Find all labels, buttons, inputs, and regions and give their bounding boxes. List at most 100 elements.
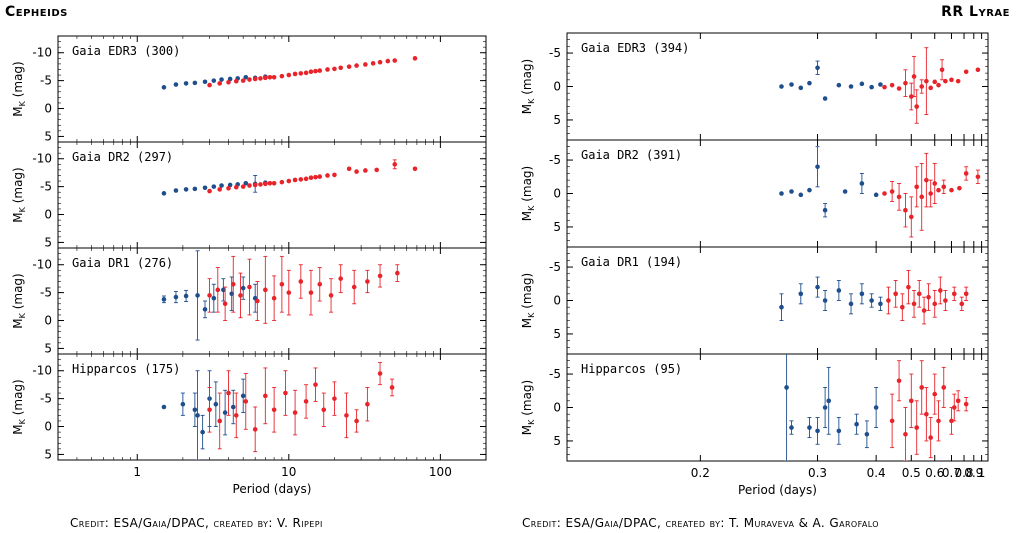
x-tick-label: 1 (133, 465, 141, 479)
red-data-point (321, 407, 327, 413)
red-data-point (932, 391, 938, 397)
blue-data-point (789, 189, 794, 194)
blue-data-point (878, 82, 883, 87)
red-data-point (258, 182, 263, 187)
blue-data-point (815, 164, 820, 170)
blue-data-point (183, 187, 189, 192)
blue-data-point (173, 82, 179, 87)
red-data-point (207, 407, 212, 413)
y-tick-label: -10 (32, 46, 52, 60)
red-data-point (914, 184, 920, 190)
blue-data-point (848, 84, 854, 89)
blue-data-point (836, 428, 842, 434)
red-data-point (392, 58, 398, 63)
blue-data-point (859, 81, 865, 87)
red-data-point (975, 67, 981, 73)
red-data-point (298, 177, 304, 182)
red-data-point (363, 62, 368, 67)
red-data-point (328, 293, 334, 298)
red-data-point (255, 298, 260, 304)
y-tick-label: -5 (40, 180, 52, 194)
blue-data-point (798, 291, 804, 297)
blue-data-point (798, 85, 804, 91)
blue-data-point (848, 301, 854, 307)
red-data-point (906, 284, 911, 290)
blue-data-point (213, 401, 219, 407)
cepheids-chart: -10 -5 0 5 MK (mag) Gaia EDR3 (300) -10 -5 0 5 MK … (11, 35, 487, 496)
x-tick-label: 0.2 (691, 466, 710, 480)
blue-data-point (842, 189, 848, 194)
blue-data-point (815, 428, 820, 434)
y-axis-label: MK (mag) (11, 379, 27, 434)
red-data-point (247, 77, 252, 82)
y-tick-label: 0 (44, 102, 52, 116)
red-data-point (303, 176, 309, 182)
blue-data-point (789, 82, 794, 87)
red-data-point (924, 411, 929, 417)
red-data-point (308, 69, 314, 75)
red-data-point (271, 407, 277, 413)
blue-data-point (240, 393, 246, 399)
red-data-point (308, 290, 314, 295)
red-data-point (941, 184, 947, 190)
panel-4: -5 0 5 MK (mag) Hipparcos (95) (520, 353, 989, 462)
red-data-point (247, 183, 252, 188)
red-data-point (271, 180, 277, 186)
y-tick-label: 0 (44, 420, 52, 434)
red-data-point (365, 279, 370, 284)
red-data-point (903, 207, 908, 213)
red-data-point (365, 401, 370, 407)
red-data-point (303, 399, 309, 404)
red-data-point (230, 281, 236, 287)
y-tick-label: 5 (44, 235, 52, 249)
red-data-point (959, 301, 965, 307)
blue-data-point (243, 180, 249, 186)
x-axis-label: Period (days) (233, 482, 312, 496)
red-data-point (240, 78, 246, 83)
panel-1: -10 -5 0 5 MK (mag) Gaia EDR3 (300) (11, 35, 487, 143)
blue-data-point (869, 84, 874, 90)
red-data-point (370, 61, 376, 66)
red-data-point (238, 293, 243, 298)
y-tick-label: 0 (44, 208, 52, 222)
y-tick-label: -5 (40, 74, 52, 88)
blue-data-point (807, 80, 812, 86)
red-data-point (338, 65, 344, 71)
blue-data-point (779, 191, 784, 196)
red-data-point (363, 168, 368, 173)
panel-frame (57, 353, 487, 461)
red-data-point (207, 188, 212, 194)
y-tick-label: 5 (44, 129, 52, 143)
red-data-point (932, 181, 938, 186)
red-data-point (286, 72, 292, 78)
red-data-point (243, 399, 249, 404)
y-tick-label: -5 (40, 392, 52, 406)
red-data-point (911, 74, 917, 79)
y-tick-label: 5 (44, 341, 52, 355)
blue-data-point (211, 184, 217, 189)
red-data-point (263, 287, 268, 293)
points (779, 269, 969, 325)
red-data-point (955, 78, 961, 84)
red-data-point (963, 69, 969, 75)
y-tick-label: 0 (553, 401, 561, 415)
red-data-point (313, 68, 318, 74)
red-data-point (939, 67, 945, 73)
y-tick-label: 5 (553, 327, 561, 341)
y-tick-label: 0 (553, 294, 561, 308)
blue-data-point (230, 404, 236, 410)
y-tick-label: -5 (549, 367, 561, 381)
red-data-point (233, 413, 239, 418)
red-data-point (889, 418, 895, 424)
left-credit: Credit: ESA/Gaia/DPAC, created by: V. Ri… (70, 516, 323, 530)
red-data-point (338, 276, 344, 281)
red-data-point (928, 191, 933, 196)
red-data-point (893, 291, 898, 297)
blue-data-point (161, 191, 167, 196)
y-tick-label: 0 (553, 80, 561, 94)
red-data-point (963, 171, 969, 176)
red-data-point (908, 398, 914, 404)
y-axis-label: MK (mag) (11, 273, 27, 328)
blue-data-point (822, 405, 828, 410)
red-data-point (217, 81, 223, 86)
